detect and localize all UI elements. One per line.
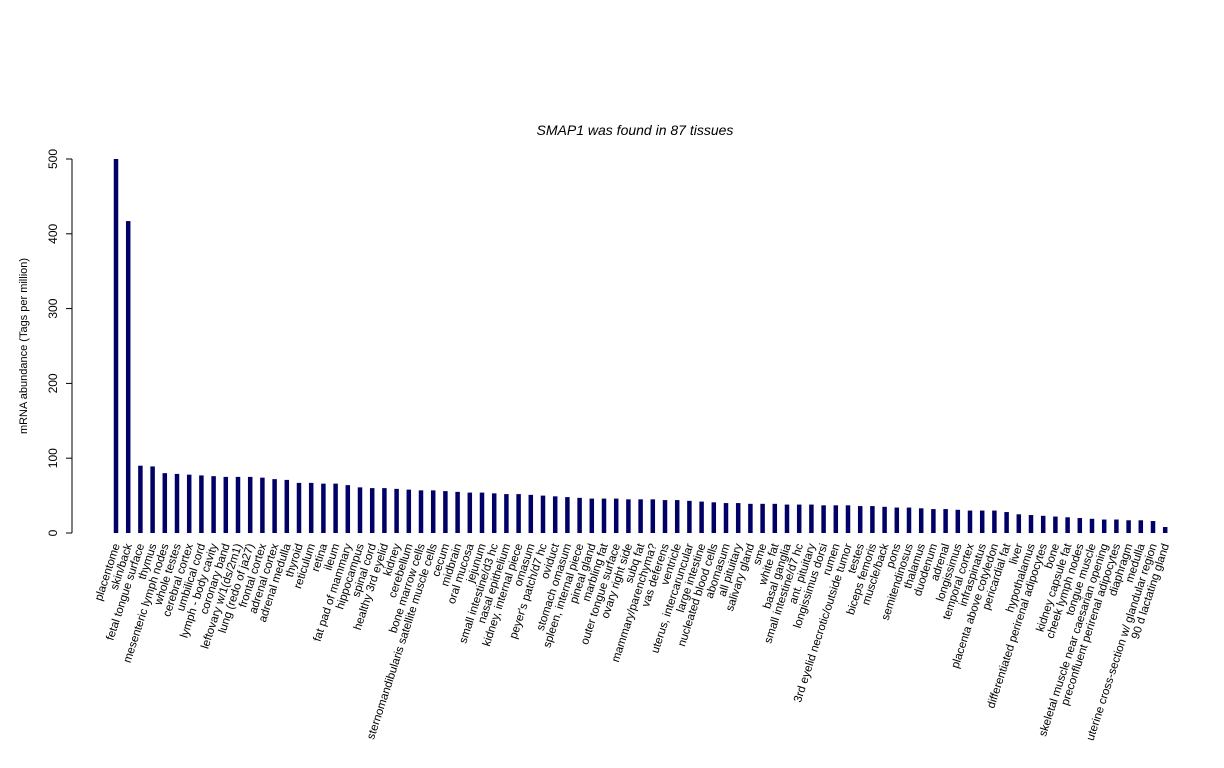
y-tick-label: 500 bbox=[46, 149, 60, 169]
bar bbox=[1065, 517, 1070, 533]
bar bbox=[821, 505, 826, 533]
bar bbox=[247, 476, 253, 533]
bar bbox=[723, 503, 729, 533]
bar bbox=[235, 476, 241, 533]
bar bbox=[162, 473, 168, 533]
bar bbox=[1053, 516, 1058, 533]
bar bbox=[650, 499, 656, 533]
bar bbox=[1004, 512, 1009, 533]
bar bbox=[272, 479, 277, 533]
y-tick-label: 0 bbox=[46, 529, 60, 536]
bar bbox=[699, 501, 704, 533]
bar bbox=[1126, 520, 1131, 533]
bar bbox=[479, 492, 485, 533]
bar bbox=[735, 503, 741, 533]
bar bbox=[882, 506, 887, 533]
bar bbox=[223, 476, 229, 533]
y-axis-label: mRNA abundance (Tags per million) bbox=[18, 258, 30, 434]
bar bbox=[199, 475, 204, 533]
bar bbox=[1162, 527, 1168, 533]
bar bbox=[125, 221, 131, 534]
bar bbox=[833, 505, 839, 533]
bar bbox=[321, 483, 326, 533]
bar bbox=[748, 503, 753, 533]
bar bbox=[174, 473, 180, 533]
bar bbox=[760, 503, 765, 533]
bar bbox=[1040, 515, 1046, 533]
bar bbox=[918, 508, 924, 533]
bar bbox=[443, 491, 448, 533]
y-tick-label: 400 bbox=[46, 223, 60, 243]
bar bbox=[1101, 519, 1107, 533]
bar bbox=[418, 490, 424, 533]
bar bbox=[528, 494, 534, 533]
bar bbox=[674, 500, 680, 533]
bar bbox=[1077, 518, 1083, 533]
bar bbox=[333, 483, 338, 533]
bar bbox=[577, 497, 582, 533]
chart-title: SMAP1 was found in 87 tissues bbox=[537, 122, 734, 138]
bar bbox=[186, 474, 192, 533]
bar bbox=[1028, 515, 1034, 533]
bar bbox=[357, 487, 363, 533]
bar bbox=[1138, 520, 1144, 533]
bar bbox=[894, 507, 900, 533]
bar bbox=[260, 477, 265, 533]
bar bbox=[552, 496, 558, 533]
bar bbox=[772, 503, 778, 533]
bar bbox=[662, 500, 668, 533]
bar bbox=[1089, 518, 1095, 533]
bar bbox=[516, 494, 521, 533]
bar bbox=[113, 159, 119, 533]
bar bbox=[601, 498, 607, 533]
bar bbox=[455, 491, 460, 533]
bar bbox=[613, 498, 619, 533]
bar bbox=[857, 506, 863, 533]
bar bbox=[467, 492, 473, 533]
bar bbox=[369, 488, 375, 533]
bar bbox=[979, 510, 985, 533]
bar bbox=[711, 502, 717, 533]
bar bbox=[589, 498, 595, 533]
bar bbox=[626, 499, 631, 533]
bar bbox=[406, 489, 412, 533]
bar bbox=[308, 482, 314, 533]
bar bbox=[491, 493, 497, 533]
bar bbox=[565, 497, 570, 533]
bar bbox=[382, 488, 387, 533]
bar bbox=[687, 500, 692, 533]
y-tick-label: 300 bbox=[46, 298, 60, 318]
bar bbox=[796, 504, 802, 533]
bar bbox=[955, 509, 961, 533]
bar bbox=[967, 510, 973, 533]
bar bbox=[1016, 514, 1022, 533]
bar bbox=[296, 482, 302, 533]
bar bbox=[345, 485, 351, 533]
y-tick-label: 200 bbox=[46, 373, 60, 393]
bar bbox=[943, 509, 948, 533]
bar bbox=[1114, 519, 1119, 533]
bar bbox=[784, 504, 790, 533]
y-axis: 0 100 200 300 400 500 bbox=[46, 149, 73, 536]
bar bbox=[1150, 521, 1156, 533]
y-tick-label: 100 bbox=[46, 448, 60, 468]
bar bbox=[540, 495, 546, 533]
bar bbox=[138, 465, 143, 533]
bar bbox=[638, 499, 643, 533]
bar bbox=[870, 506, 875, 533]
bar bbox=[809, 504, 814, 533]
bars-group bbox=[113, 159, 1168, 534]
bar bbox=[906, 507, 912, 533]
bar bbox=[931, 509, 936, 533]
bar bbox=[284, 479, 290, 533]
bar bbox=[992, 510, 997, 533]
bar bbox=[394, 488, 399, 533]
bar bbox=[150, 466, 155, 533]
bar bbox=[845, 505, 851, 533]
bar bbox=[211, 476, 216, 533]
bar bbox=[430, 490, 436, 533]
bar bbox=[504, 494, 509, 533]
